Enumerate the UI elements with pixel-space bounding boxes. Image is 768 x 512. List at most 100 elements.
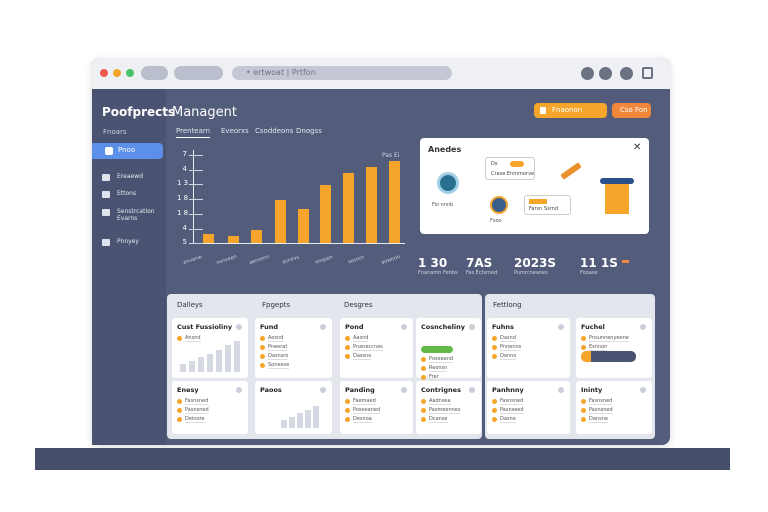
item-dot	[421, 357, 426, 362]
avatar	[490, 196, 508, 214]
tab[interactable]: Prentearn	[176, 127, 211, 138]
bar	[228, 236, 239, 243]
card[interactable]: Cosncheliny Poseeand Reonsn Frer	[416, 318, 481, 381]
item-dot	[345, 408, 350, 413]
item-label: Soneese	[268, 362, 290, 369]
search-button[interactable]	[174, 66, 223, 80]
card[interactable]: Fund Aosnd Pneerat Dasnsro Soneese	[255, 318, 332, 378]
status-pill	[421, 346, 453, 353]
item-label: Desnoa	[353, 416, 372, 423]
panel-header: Desgres	[344, 301, 373, 309]
item-dot	[260, 345, 265, 350]
item-label: Dasne	[500, 416, 516, 423]
card-icon	[320, 387, 326, 393]
item-label: Aosnd	[268, 335, 284, 342]
item-dot	[581, 336, 586, 341]
back-button[interactable]	[141, 66, 168, 80]
item-label: Poseeaned	[353, 407, 381, 414]
mini-bar	[289, 417, 295, 428]
stat-value: 7AS	[466, 256, 493, 270]
card[interactable]: Paoos	[255, 381, 332, 434]
window-dot[interactable]	[100, 69, 108, 77]
button-label: Cso Fon	[620, 106, 648, 114]
card[interactable]: Fuchel Pnsunnenyeene Esnnon	[576, 318, 652, 378]
nav-item[interactable]: Pnnyey	[100, 237, 162, 251]
card-title: Cosncheliny	[421, 323, 465, 331]
address-bar[interactable]: • ertwoat | Prtfon	[232, 66, 452, 80]
card-icon	[469, 324, 475, 330]
toolbar-icon[interactable]	[620, 67, 633, 80]
card[interactable]: Panding Faemaed Poseeaned Desnoa	[340, 381, 413, 434]
item-label: Pasnsned	[589, 407, 613, 414]
card[interactable]: Contrignes Aadnsea Pasmeonnes Dcanse	[416, 381, 481, 434]
bar	[366, 166, 377, 243]
item-label: Frer	[429, 374, 439, 381]
popup-label: Farsn Ssrnd	[529, 206, 558, 212]
card-title: Cust Fussioliny	[177, 323, 233, 331]
nav-item[interactable]: Ereaewd	[100, 172, 162, 186]
mini-bar	[180, 364, 186, 372]
tab[interactable]: Csoddeons	[255, 127, 294, 135]
tab[interactable]: Eveorxs	[221, 127, 249, 135]
mini-bar	[189, 361, 195, 372]
nav-item[interactable]: Senstrcation Evarns	[100, 207, 162, 222]
menu-icon[interactable]	[642, 67, 653, 79]
close-button[interactable]: ✕	[633, 142, 642, 153]
card[interactable]: Pond Aasnd Pnaneccnes Dassno	[340, 318, 413, 378]
mini-bar	[297, 413, 303, 428]
tab[interactable]: Dnogss	[296, 127, 322, 135]
panel-header: Fpgepts	[262, 301, 291, 309]
item-label: Aadnsea	[429, 398, 451, 405]
nav-label: Ereaewd	[117, 173, 143, 180]
mini-bar	[207, 354, 213, 372]
stat-value: 1 30	[418, 256, 448, 270]
x-axis	[193, 243, 405, 244]
toolbar-icon[interactable]	[581, 67, 594, 80]
nav-item-active[interactable]: Pnoo	[92, 143, 163, 159]
item-label: Poseeand	[429, 356, 454, 363]
panel-header: Fettlong	[493, 301, 522, 309]
item-dot	[492, 354, 497, 359]
toolbar-icon[interactable]	[599, 67, 612, 80]
item-label: Pneerat	[268, 344, 288, 351]
card-title: Panhnny	[492, 386, 524, 394]
primary-button[interactable]: Fnaonon	[534, 103, 607, 118]
nav-label: Ettons	[117, 190, 137, 197]
y-tick-label: 5	[182, 238, 187, 247]
item-label: Pasnseed	[500, 407, 524, 414]
card[interactable]: Ininty Fasnsned Pasnsned Dansne	[576, 381, 652, 434]
illustration	[605, 182, 629, 214]
card-title: Fuhns	[492, 323, 514, 331]
item-dot	[177, 408, 182, 413]
nav-icon	[102, 209, 110, 216]
nav-item[interactable]: Ettons	[100, 189, 162, 203]
item-dot	[581, 417, 586, 422]
card-title: Paoos	[260, 386, 282, 394]
window-dot[interactable]	[113, 69, 121, 77]
window-dot[interactable]	[126, 69, 134, 77]
card[interactable]: Fuhns Dasnd Pnnenns Danno	[487, 318, 570, 378]
stat-label: Fooase	[580, 270, 598, 276]
item-label: Pnsunnenyeene	[589, 335, 629, 342]
item-label: Fasnsned	[185, 398, 209, 405]
y-tick	[189, 228, 203, 230]
card-icon	[236, 387, 242, 393]
item-dot	[345, 345, 350, 350]
bar	[389, 160, 400, 243]
y-tick	[189, 155, 203, 156]
item-dot	[421, 375, 426, 380]
card[interactable]: Panhnny Fasnsned Pasnseed Dasne	[487, 381, 570, 434]
secondary-button[interactable]: Cso Fon	[612, 103, 651, 118]
y-tick-label: 4	[182, 164, 187, 173]
stat-value: 2023S	[514, 256, 557, 270]
item-dot	[177, 336, 182, 341]
item-label: Dcanse	[429, 416, 448, 423]
mini-bar	[313, 406, 319, 428]
card[interactable]: Enesy Fasnsned Pasnsned Deinore	[172, 381, 248, 434]
y-tick-label: 4	[182, 223, 187, 232]
item-label: Dasnsro	[268, 353, 289, 360]
bar	[320, 184, 331, 243]
card[interactable]: Cust Fussioliny Ansnd	[172, 318, 248, 378]
item-dot	[260, 363, 265, 368]
